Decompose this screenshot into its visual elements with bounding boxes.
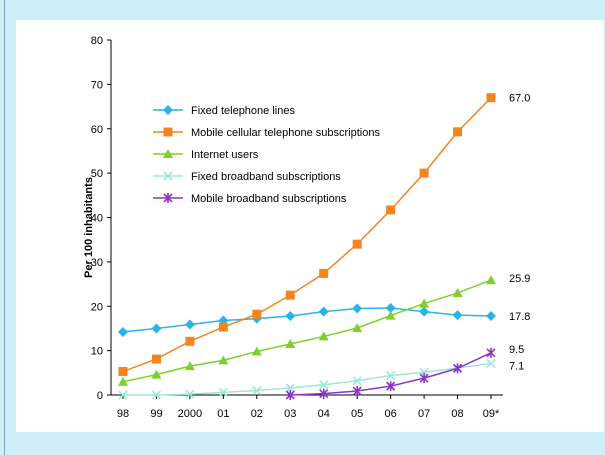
- data-point: [486, 275, 496, 285]
- data-point: [285, 390, 295, 400]
- y-tick-label: 30: [91, 257, 103, 269]
- data-point: [385, 310, 396, 320]
- data-point: [218, 355, 229, 365]
- data-point: [419, 306, 430, 317]
- data-point: [419, 168, 429, 178]
- data-point: [151, 369, 162, 379]
- series-line: [122, 97, 492, 373]
- data-point: [285, 290, 295, 300]
- x-tick-label: 07: [418, 408, 430, 420]
- data-point: [352, 303, 363, 314]
- chart-panel: 0 10 20 30 40 50 60 70 80 98 99 2000 01 02 03 04 05 06 07 0…: [16, 20, 604, 432]
- data-point: [184, 319, 195, 330]
- data-point: [486, 93, 496, 103]
- y-tick-label: 70: [91, 79, 103, 91]
- data-point: [185, 336, 195, 346]
- data-point: [118, 366, 128, 376]
- legend-label: Mobile broadband subscriptions: [191, 193, 347, 205]
- data-point: [318, 331, 329, 341]
- data-point: [352, 322, 363, 332]
- data-point: [285, 311, 296, 322]
- data-point: [218, 387, 228, 397]
- data-point: [185, 389, 195, 399]
- x-tick-label: 05: [351, 408, 363, 420]
- data-point: [118, 326, 128, 337]
- data-point: [352, 376, 362, 386]
- data-point: [352, 239, 362, 249]
- data-point: [151, 354, 161, 364]
- data-point: [486, 347, 496, 358]
- data-point: [319, 268, 329, 278]
- data-point: [453, 127, 463, 137]
- end-value-label: 9.5: [509, 344, 524, 356]
- data-point: [385, 303, 396, 314]
- data-point: [184, 361, 195, 371]
- data-point: [118, 390, 128, 400]
- x-tick-label: 01: [217, 408, 229, 420]
- y-tick-label: 20: [91, 301, 103, 313]
- data-point: [118, 376, 128, 386]
- x-tick-label: 06: [385, 408, 397, 420]
- data-point: [319, 380, 329, 390]
- legend-marker: [163, 105, 173, 115]
- legend-label: Fixed broadband subscriptions: [191, 171, 341, 183]
- data-point: [419, 298, 430, 308]
- data-point: [151, 323, 162, 334]
- y-tick-label: 10: [91, 346, 103, 358]
- data-point: [352, 386, 362, 397]
- end-value-label: 67.0: [509, 93, 530, 105]
- legend-marker: [163, 127, 173, 137]
- series-line: [122, 307, 492, 333]
- left-border-line: [4, 0, 5, 455]
- legend-marker: [163, 171, 173, 181]
- data-point: [386, 370, 396, 381]
- legend-marker: [163, 193, 173, 203]
- data-point: [386, 381, 396, 392]
- x-tick-label: 08: [451, 408, 463, 420]
- y-tick-label: 80: [91, 35, 103, 47]
- series-line: [123, 362, 492, 396]
- data-point: [252, 385, 262, 396]
- y-tick-label: 40: [91, 213, 103, 225]
- data-point: [419, 373, 429, 384]
- x-tick-label: 03: [284, 408, 296, 420]
- data-point: [319, 388, 329, 399]
- x-tick-label: 04: [318, 408, 330, 420]
- x-tick-label: 02: [251, 408, 263, 420]
- data-point: [218, 322, 228, 332]
- data-point: [251, 346, 262, 356]
- x-tick-label: 09*: [483, 408, 500, 420]
- data-point: [386, 205, 396, 215]
- x-tick-label: 98: [117, 408, 129, 420]
- series-line: [122, 279, 492, 383]
- data-point: [452, 287, 463, 297]
- x-tick-label: 2000: [178, 408, 202, 420]
- end-value-label: 7.1: [509, 360, 524, 372]
- x-tick-label: 99: [150, 408, 162, 420]
- data-point: [452, 310, 463, 321]
- line-chart: 0 10 20 30 40 50 60 70 80 98 99 2000 01 02 03 04 05 06 07 0…: [83, 35, 530, 420]
- end-value-label: 17.8: [509, 311, 530, 323]
- data-point: [285, 338, 296, 348]
- legend-marker: [163, 149, 173, 158]
- y-tick-label: 0: [97, 390, 103, 402]
- data-point: [318, 306, 329, 317]
- data-point: [151, 390, 162, 400]
- end-value-label: 25.9: [509, 273, 530, 285]
- data-point: [252, 309, 262, 319]
- y-axis-title: Per 100 inhabitants: [83, 177, 95, 278]
- y-tick-label: 60: [91, 124, 103, 136]
- data-point: [285, 383, 295, 393]
- data-point: [452, 363, 463, 374]
- legend-label: Mobile cellular telephone subscriptions: [191, 127, 380, 139]
- legend-label: Internet users: [191, 149, 259, 161]
- legend-label: Fixed telephone lines: [191, 105, 295, 117]
- data-point: [486, 311, 496, 322]
- y-tick-label: 50: [91, 168, 103, 180]
- data-point: [486, 358, 496, 369]
